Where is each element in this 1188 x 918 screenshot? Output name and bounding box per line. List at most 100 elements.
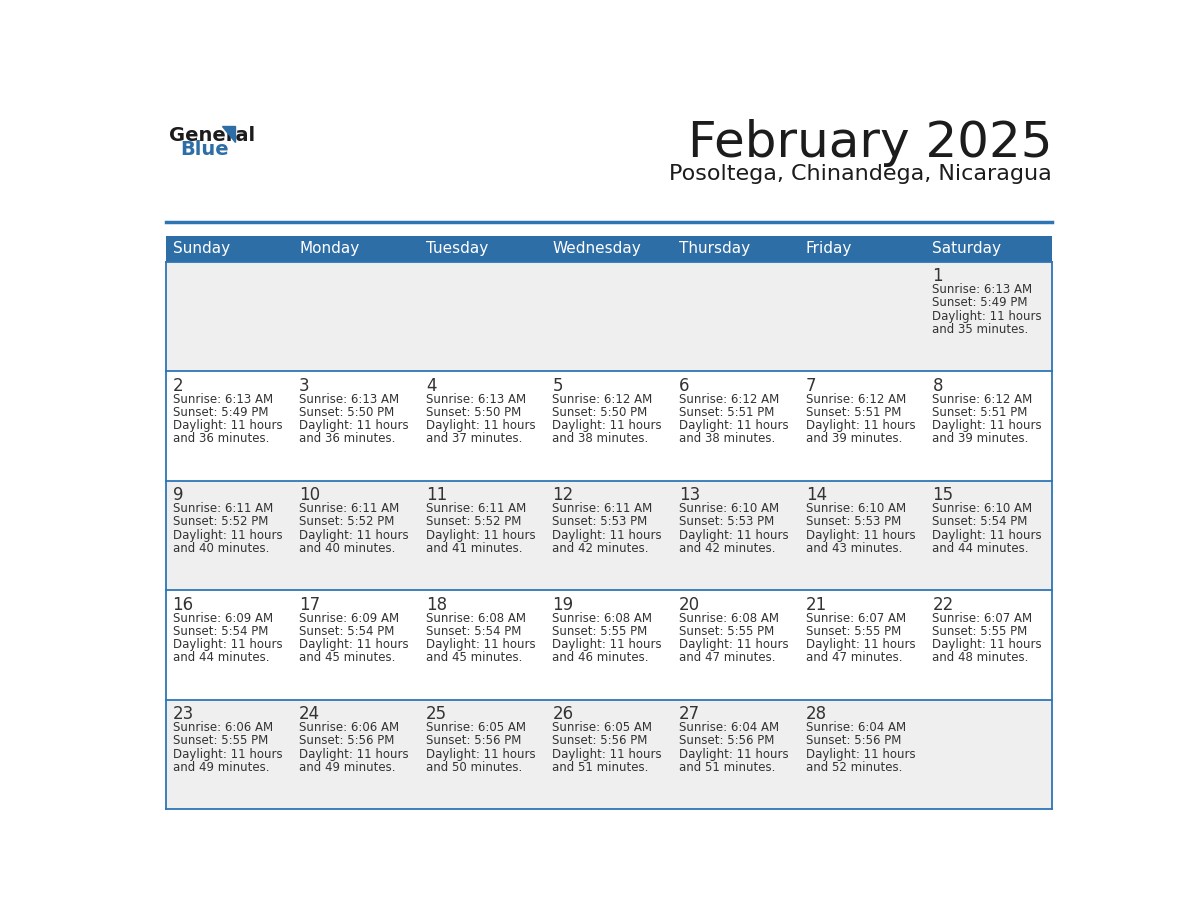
Text: and 40 minutes.: and 40 minutes. (172, 542, 268, 554)
Bar (925, 236, 1053, 262)
Text: Sunset: 5:52 PM: Sunset: 5:52 PM (299, 516, 394, 529)
Text: and 38 minutes.: and 38 minutes. (680, 432, 776, 445)
Text: Daylight: 11 hours: Daylight: 11 hours (172, 638, 282, 651)
Text: 4: 4 (425, 376, 436, 395)
Text: Sunrise: 6:09 AM: Sunrise: 6:09 AM (172, 612, 273, 625)
Text: and 43 minutes.: and 43 minutes. (805, 542, 902, 554)
Text: Daylight: 11 hours: Daylight: 11 hours (680, 747, 789, 761)
Text: 16: 16 (172, 596, 194, 614)
Text: Sunrise: 6:13 AM: Sunrise: 6:13 AM (933, 284, 1032, 297)
Text: Sunset: 5:53 PM: Sunset: 5:53 PM (680, 516, 775, 529)
Text: 12: 12 (552, 487, 574, 504)
Text: and 37 minutes.: and 37 minutes. (425, 432, 523, 445)
Text: and 48 minutes.: and 48 minutes. (933, 651, 1029, 664)
Text: Daylight: 11 hours: Daylight: 11 hours (680, 420, 789, 432)
Text: and 46 minutes.: and 46 minutes. (552, 651, 649, 664)
Text: Sunset: 5:53 PM: Sunset: 5:53 PM (552, 516, 647, 529)
Text: Sunrise: 6:08 AM: Sunrise: 6:08 AM (425, 612, 526, 625)
Text: and 36 minutes.: and 36 minutes. (172, 432, 268, 445)
Text: 6: 6 (680, 376, 690, 395)
Text: 17: 17 (299, 596, 321, 614)
Text: Sunset: 5:51 PM: Sunset: 5:51 PM (933, 406, 1028, 419)
Text: 20: 20 (680, 596, 700, 614)
Text: 13: 13 (680, 487, 701, 504)
Text: February 2025: February 2025 (688, 119, 1053, 167)
Text: Saturday: Saturday (933, 241, 1001, 256)
Text: and 39 minutes.: and 39 minutes. (933, 432, 1029, 445)
Text: Sunset: 5:51 PM: Sunset: 5:51 PM (805, 406, 902, 419)
Text: and 49 minutes.: and 49 minutes. (172, 761, 268, 774)
Text: 9: 9 (172, 487, 183, 504)
Text: Daylight: 11 hours: Daylight: 11 hours (552, 747, 662, 761)
Text: Sunrise: 6:12 AM: Sunrise: 6:12 AM (805, 393, 906, 406)
Text: Daylight: 11 hours: Daylight: 11 hours (805, 420, 916, 432)
Text: Sunrise: 6:04 AM: Sunrise: 6:04 AM (805, 722, 906, 734)
Text: Daylight: 11 hours: Daylight: 11 hours (805, 747, 916, 761)
Text: Daylight: 11 hours: Daylight: 11 hours (299, 747, 409, 761)
Text: Sunset: 5:52 PM: Sunset: 5:52 PM (172, 516, 268, 529)
Text: Sunrise: 6:06 AM: Sunrise: 6:06 AM (172, 722, 273, 734)
Text: 25: 25 (425, 705, 447, 723)
Text: Sunset: 5:51 PM: Sunset: 5:51 PM (680, 406, 775, 419)
Text: Sunset: 5:55 PM: Sunset: 5:55 PM (805, 625, 901, 638)
Text: Sunrise: 6:07 AM: Sunrise: 6:07 AM (805, 612, 906, 625)
Text: Sunrise: 6:11 AM: Sunrise: 6:11 AM (172, 502, 273, 515)
Text: Sunrise: 6:10 AM: Sunrise: 6:10 AM (933, 502, 1032, 515)
Text: and 42 minutes.: and 42 minutes. (552, 542, 649, 554)
Text: Daylight: 11 hours: Daylight: 11 hours (805, 638, 916, 651)
Text: Sunrise: 6:12 AM: Sunrise: 6:12 AM (933, 393, 1032, 406)
Text: Monday: Monday (299, 241, 360, 256)
Text: Daylight: 11 hours: Daylight: 11 hours (425, 747, 536, 761)
Text: and 38 minutes.: and 38 minutes. (552, 432, 649, 445)
Text: and 44 minutes.: and 44 minutes. (172, 651, 268, 664)
Text: Sunrise: 6:08 AM: Sunrise: 6:08 AM (552, 612, 652, 625)
Text: Sunrise: 6:09 AM: Sunrise: 6:09 AM (299, 612, 399, 625)
Bar (165, 372, 1053, 481)
Text: 3: 3 (299, 376, 310, 395)
Text: Daylight: 11 hours: Daylight: 11 hours (425, 638, 536, 651)
Text: 8: 8 (933, 376, 943, 395)
Text: Daylight: 11 hours: Daylight: 11 hours (299, 638, 409, 651)
Text: and 36 minutes.: and 36 minutes. (299, 432, 396, 445)
Text: 5: 5 (552, 376, 563, 395)
Text: 2: 2 (172, 376, 183, 395)
Text: Blue: Blue (181, 140, 229, 159)
Text: 15: 15 (933, 487, 954, 504)
Text: Sunrise: 6:06 AM: Sunrise: 6:06 AM (299, 722, 399, 734)
Text: Thursday: Thursday (680, 241, 751, 256)
Bar (798, 236, 925, 262)
Text: Daylight: 11 hours: Daylight: 11 hours (680, 529, 789, 542)
Text: and 49 minutes.: and 49 minutes. (299, 761, 396, 774)
Text: Sunrise: 6:13 AM: Sunrise: 6:13 AM (299, 393, 399, 406)
Text: and 40 minutes.: and 40 minutes. (299, 542, 396, 554)
Text: and 51 minutes.: and 51 minutes. (680, 761, 776, 774)
Bar (545, 236, 672, 262)
Text: 10: 10 (299, 487, 321, 504)
Text: Sunset: 5:50 PM: Sunset: 5:50 PM (425, 406, 522, 419)
Text: and 45 minutes.: and 45 minutes. (425, 651, 523, 664)
Text: 1: 1 (933, 267, 943, 285)
Text: Daylight: 11 hours: Daylight: 11 hours (425, 420, 536, 432)
Text: and 41 minutes.: and 41 minutes. (425, 542, 523, 554)
Text: and 47 minutes.: and 47 minutes. (680, 651, 776, 664)
Text: Daylight: 11 hours: Daylight: 11 hours (172, 529, 282, 542)
Text: Sunday: Sunday (172, 241, 229, 256)
Bar (165, 262, 1053, 372)
Text: Sunrise: 6:11 AM: Sunrise: 6:11 AM (299, 502, 399, 515)
Text: Sunrise: 6:12 AM: Sunrise: 6:12 AM (680, 393, 779, 406)
Text: Sunrise: 6:13 AM: Sunrise: 6:13 AM (172, 393, 273, 406)
Text: Sunset: 5:55 PM: Sunset: 5:55 PM (933, 625, 1028, 638)
Text: Daylight: 11 hours: Daylight: 11 hours (299, 420, 409, 432)
Text: Daylight: 11 hours: Daylight: 11 hours (680, 638, 789, 651)
Text: Sunset: 5:56 PM: Sunset: 5:56 PM (552, 734, 647, 747)
Bar (292, 236, 419, 262)
Text: Tuesday: Tuesday (425, 241, 488, 256)
Text: Daylight: 11 hours: Daylight: 11 hours (933, 638, 1042, 651)
Text: and 51 minutes.: and 51 minutes. (552, 761, 649, 774)
Text: Sunset: 5:54 PM: Sunset: 5:54 PM (933, 516, 1028, 529)
Text: and 50 minutes.: and 50 minutes. (425, 761, 522, 774)
Text: Sunset: 5:49 PM: Sunset: 5:49 PM (172, 406, 268, 419)
Text: Posoltega, Chinandega, Nicaragua: Posoltega, Chinandega, Nicaragua (669, 164, 1053, 185)
Text: Sunrise: 6:11 AM: Sunrise: 6:11 AM (552, 502, 652, 515)
Text: General: General (170, 126, 255, 144)
